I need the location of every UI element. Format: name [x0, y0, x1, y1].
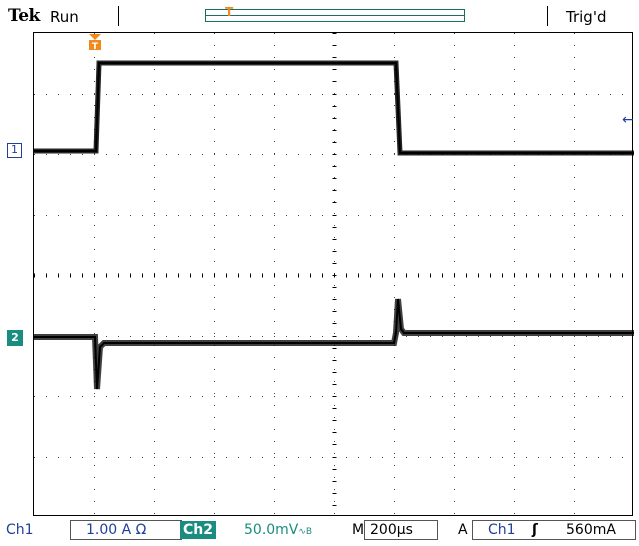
- bottom-status-bar: Ch1 1.00 A Ω Ch2 50.0mV∿B M 200µs A Ch1 …: [0, 518, 639, 546]
- ch2-label[interactable]: Ch2: [180, 521, 216, 539]
- trigger-status: Trig'd: [566, 8, 607, 26]
- timebase-label: M: [352, 522, 365, 538]
- ch2-waveform: [34, 298, 634, 390]
- timebase-box: [364, 520, 438, 540]
- acquisition-state: Run: [50, 8, 79, 26]
- bandwidth-limit-icon: ∿B: [298, 527, 313, 537]
- waveform-display[interactable]: [33, 32, 634, 517]
- ch1-ground-marker[interactable]: 1: [7, 143, 22, 158]
- ch2-scale[interactable]: 50.0mV∿B: [244, 522, 313, 538]
- trigger-source[interactable]: Ch1: [488, 522, 516, 538]
- top-status-bar: Tek Run T Trig'd: [0, 0, 639, 32]
- ch1-label[interactable]: Ch1: [6, 522, 34, 538]
- trigger-level[interactable]: 560mA: [566, 522, 616, 538]
- ch2-ground-marker[interactable]: 2: [7, 330, 23, 346]
- graticule: [34, 33, 634, 517]
- trigger-position-label: T: [92, 42, 99, 50]
- timebase-value[interactable]: 200µs: [370, 522, 413, 538]
- trigger-position-icon[interactable]: T: [88, 34, 102, 50]
- ch1-waveform: [34, 60, 634, 156]
- ch1-scale[interactable]: 1.00 A Ω: [86, 522, 147, 538]
- divider: [118, 6, 119, 26]
- trigger-level-arrow-icon[interactable]: ←: [622, 112, 634, 128]
- trigger-box: [472, 520, 636, 540]
- divider: [547, 6, 548, 26]
- record-trigger-position-icon: T: [225, 5, 234, 19]
- trigger-slope-icon[interactable]: ʃ: [532, 522, 538, 538]
- trigger-mode: A: [458, 522, 468, 538]
- brand-logo: Tek: [8, 6, 40, 26]
- record-length-indicator: [205, 9, 465, 22]
